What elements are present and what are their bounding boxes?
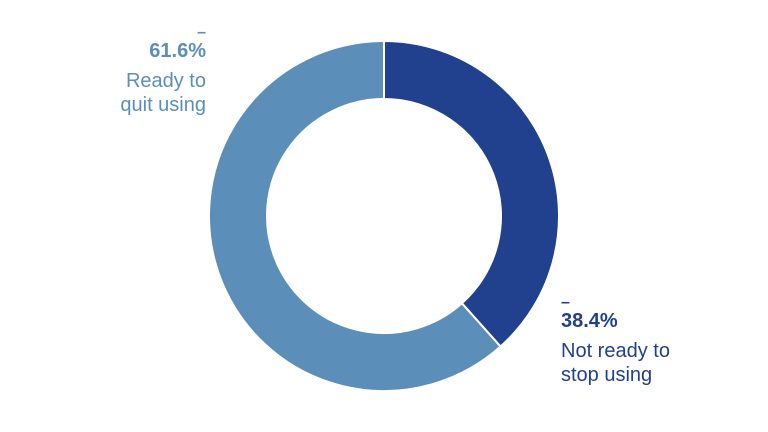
label-text-line-2: quit using	[120, 94, 206, 116]
label-text-line-1: Ready to	[125, 70, 206, 92]
label-text-line-2: stop using	[561, 364, 653, 386]
label-ready-to-quit: – 61.6% Ready to quit using	[120, 24, 206, 117]
donut-slice-ready-to-quit-using	[208, 39, 502, 392]
label-dash: –	[197, 24, 206, 41]
label-dash: –	[561, 294, 570, 311]
label-percentage: 38.4%	[561, 310, 618, 332]
donut-slices	[208, 39, 560, 392]
donut-slice-not-ready-to-stop-using	[383, 39, 560, 348]
label-not-ready-to-stop: – 38.4% Not ready to stop using	[561, 294, 670, 387]
label-percentage: 61.6%	[149, 40, 206, 62]
label-text-line-1: Not ready to	[561, 340, 670, 362]
